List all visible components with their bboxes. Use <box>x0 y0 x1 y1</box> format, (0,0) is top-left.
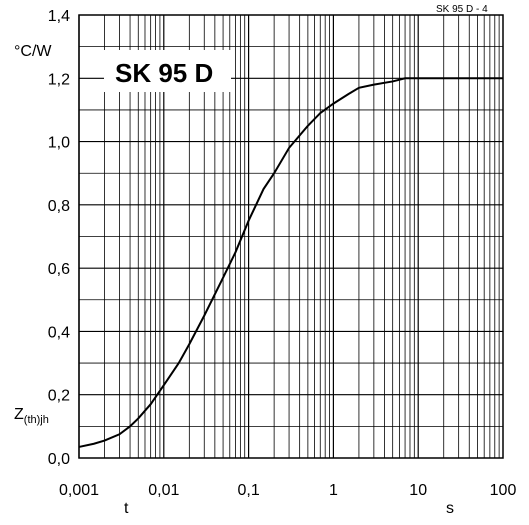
y-tick-labels: 0,0 0,2 0,4 0,6 0,8 1,0 1,2 1,4 <box>48 8 70 468</box>
x-tick-label: 1 <box>329 482 338 499</box>
y-axis-label: Z(th)jh <box>14 406 49 426</box>
x-axis-unit: s <box>446 500 454 517</box>
x-tick-label: 10 <box>409 482 427 499</box>
plot-frame <box>78 14 504 459</box>
title-box <box>104 50 231 92</box>
y-tick-label: 0,0 <box>48 451 70 468</box>
y-tick-label: 1,2 <box>48 71 70 88</box>
y-tick-label: 1,0 <box>48 135 70 152</box>
x-axis-label: t <box>124 500 129 517</box>
y-tick-label: 0,4 <box>48 324 70 341</box>
y-axis-label-main: Z <box>14 406 24 423</box>
y-tick-label: 0,6 <box>48 261 70 278</box>
x-tick-label: 100 <box>490 482 517 499</box>
y-axis-label-subscript: (th)jh <box>24 414 49 426</box>
y-tick-label: 0,8 <box>48 198 70 215</box>
figure-id: SK 95 D - 4 <box>436 4 488 15</box>
x-tick-label: 0,1 <box>237 482 259 499</box>
x-tick-labels: 0,001 0,01 0,1 1 10 100 <box>59 482 516 499</box>
y-tick-label: 1,4 <box>48 8 70 25</box>
x-tick-label: 0,001 <box>59 482 99 499</box>
y-axis-unit: °C/W <box>14 43 52 60</box>
x-tick-label: 0,01 <box>148 482 179 499</box>
series-line-zth <box>78 77 503 448</box>
y-tick-label: 0,2 <box>48 388 70 405</box>
chart-title: SK 95 D <box>115 58 213 88</box>
